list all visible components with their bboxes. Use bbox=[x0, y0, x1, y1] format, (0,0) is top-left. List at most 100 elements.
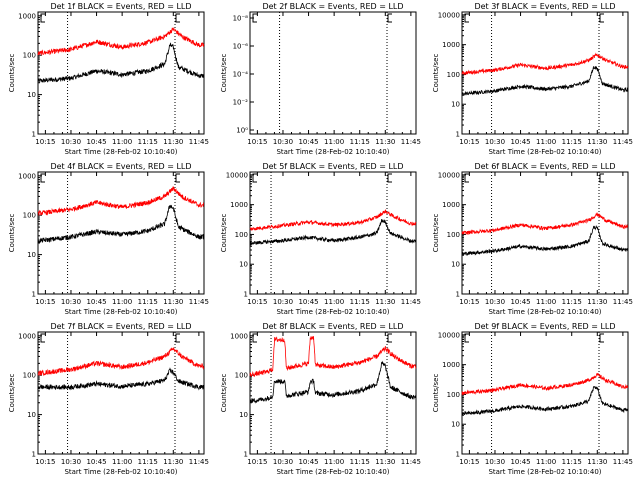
y-axis-label: Counts/sec bbox=[432, 374, 440, 413]
y-tick-label: 10⁻⁶ bbox=[233, 43, 249, 51]
x-axis-label: Start Time (28-Feb-02 10:10:40) bbox=[64, 148, 177, 156]
x-tick-label: 11:15 bbox=[138, 458, 158, 466]
x-tick-label: 11:45 bbox=[401, 458, 421, 466]
interval-bracket bbox=[387, 333, 393, 343]
events-series-line bbox=[249, 219, 417, 246]
y-tick-label: 10⁻⁸ bbox=[233, 15, 249, 23]
plot-frame bbox=[461, 171, 629, 295]
y-tick-label: 100 bbox=[447, 391, 460, 399]
x-tick-label: 10:30 bbox=[273, 298, 293, 306]
y-tick-label: 1000 bbox=[230, 332, 248, 340]
y-tick-label: 100 bbox=[23, 52, 36, 60]
x-tick-label: 11:30 bbox=[163, 298, 183, 306]
x-tick-label: 10:15 bbox=[35, 458, 55, 466]
lld-series-line bbox=[461, 372, 629, 396]
x-tick-label: 10:45 bbox=[510, 138, 530, 146]
y-tick-label: 10 bbox=[239, 411, 248, 419]
x-tick-label: 11:30 bbox=[375, 298, 395, 306]
x-tick-label: 11:45 bbox=[401, 138, 421, 146]
panel-title: Det 8f BLACK = Events, RED = LLD bbox=[262, 322, 403, 331]
x-tick-label: 11:00 bbox=[112, 138, 132, 146]
x-tick-label: 11:30 bbox=[163, 138, 183, 146]
x-tick-label: 10:30 bbox=[61, 138, 81, 146]
x-tick-label: 11:30 bbox=[587, 458, 607, 466]
y-tick-label: 10 bbox=[27, 91, 36, 99]
y-axis-label: Counts/sec bbox=[220, 374, 228, 413]
y-axis-label: Counts/sec bbox=[432, 54, 440, 93]
x-tick-label: 10:30 bbox=[61, 458, 81, 466]
y-tick-label: 100 bbox=[447, 71, 460, 79]
y-tick-label: 1 bbox=[32, 291, 36, 299]
panel-title: Det 6f BLACK = Events, RED = LLD bbox=[474, 162, 615, 171]
panel-5: Det 5f BLACK = Events, RED = LLD 10:15 10:… bbox=[220, 162, 421, 316]
lld-series-line bbox=[249, 335, 417, 378]
x-tick-label: 10:30 bbox=[485, 298, 505, 306]
plot-frame bbox=[37, 171, 205, 295]
y-axis-label: Counts/sec bbox=[220, 214, 228, 253]
lld-series-line bbox=[461, 212, 628, 235]
y-tick-label: 1000 bbox=[442, 201, 460, 209]
events-series-line bbox=[461, 66, 629, 96]
x-tick-label: 11:00 bbox=[324, 458, 344, 466]
x-axis-label: Start Time (28-Feb-02 10:10:40) bbox=[488, 468, 601, 476]
plot-frame bbox=[461, 331, 629, 455]
interval-bracket bbox=[252, 13, 257, 23]
panel-title: Det 1f BLACK = Events, RED = LLD bbox=[50, 2, 191, 11]
x-tick-label: 11:00 bbox=[324, 138, 344, 146]
y-axis-label: Counts/sec bbox=[8, 54, 16, 93]
y-axis-label: Counts/sec bbox=[220, 54, 228, 93]
panel-title: Det 4f BLACK = Events, RED = LLD bbox=[50, 162, 191, 171]
panel-8: Det 8f BLACK = Events, RED = LLD 10:15 10:… bbox=[220, 322, 421, 476]
interval-bracket bbox=[387, 13, 393, 23]
y-tick-label: 1000 bbox=[18, 172, 36, 180]
plot-frame bbox=[249, 331, 417, 455]
y-tick-label: 10 bbox=[27, 411, 36, 419]
x-tick-label: 10:45 bbox=[510, 458, 530, 466]
lld-series-line bbox=[37, 186, 205, 216]
x-tick-label: 10:45 bbox=[86, 298, 106, 306]
y-tick-label: 1 bbox=[456, 451, 460, 459]
x-tick-label: 11:00 bbox=[112, 458, 132, 466]
interval-bracket bbox=[175, 13, 181, 23]
x-tick-label: 11:15 bbox=[562, 458, 582, 466]
x-tick-label: 11:00 bbox=[112, 298, 132, 306]
y-tick-label: 1 bbox=[456, 131, 460, 139]
x-tick-label: 10:15 bbox=[35, 138, 55, 146]
x-tick-label: 11:15 bbox=[138, 298, 158, 306]
y-tick-label: 1000 bbox=[18, 12, 36, 20]
events-series-line bbox=[461, 386, 628, 417]
x-tick-label: 11:30 bbox=[163, 458, 183, 466]
y-tick-label: 10 bbox=[451, 261, 460, 269]
interval-bracket bbox=[387, 173, 393, 183]
y-tick-label: 10000 bbox=[438, 171, 460, 179]
y-tick-label: 10 bbox=[451, 101, 460, 109]
x-tick-label: 10:45 bbox=[298, 138, 318, 146]
x-tick-label: 10:30 bbox=[485, 458, 505, 466]
y-tick-label: 10000 bbox=[226, 171, 248, 179]
interval-bracket bbox=[175, 173, 181, 183]
x-tick-label: 11:30 bbox=[587, 138, 607, 146]
panel-9: Det 9f BLACK = Events, RED = LLD 10:15 10:… bbox=[432, 322, 633, 476]
x-axis-label: Start Time (28-Feb-02 10:10:40) bbox=[488, 308, 601, 316]
plot-frame bbox=[461, 11, 629, 135]
x-tick-label: 11:15 bbox=[350, 138, 370, 146]
y-tick-label: 1000 bbox=[442, 41, 460, 49]
y-tick-label: 1000 bbox=[18, 332, 36, 340]
x-axis-label: Start Time (28-Feb-02 10:10:40) bbox=[64, 308, 177, 316]
x-axis-label: Start Time (28-Feb-02 10:10:40) bbox=[276, 468, 389, 476]
x-tick-label: 10:45 bbox=[86, 458, 106, 466]
panel-title: Det 7f BLACK = Events, RED = LLD bbox=[50, 322, 191, 331]
plot-frame bbox=[249, 11, 417, 135]
x-tick-label: 11:45 bbox=[613, 138, 633, 146]
x-tick-label: 10:30 bbox=[61, 298, 81, 306]
panel-7: Det 7f BLACK = Events, RED = LLD 10:15 10:… bbox=[8, 322, 209, 476]
y-tick-label: 10⁻⁴ bbox=[233, 71, 249, 79]
x-tick-label: 11:15 bbox=[562, 138, 582, 146]
x-tick-label: 11:30 bbox=[375, 138, 395, 146]
x-tick-label: 11:45 bbox=[189, 458, 209, 466]
x-tick-label: 10:15 bbox=[459, 138, 479, 146]
x-tick-label: 11:00 bbox=[324, 298, 344, 306]
interval-bracket bbox=[464, 333, 469, 343]
x-tick-label: 10:15 bbox=[247, 138, 267, 146]
